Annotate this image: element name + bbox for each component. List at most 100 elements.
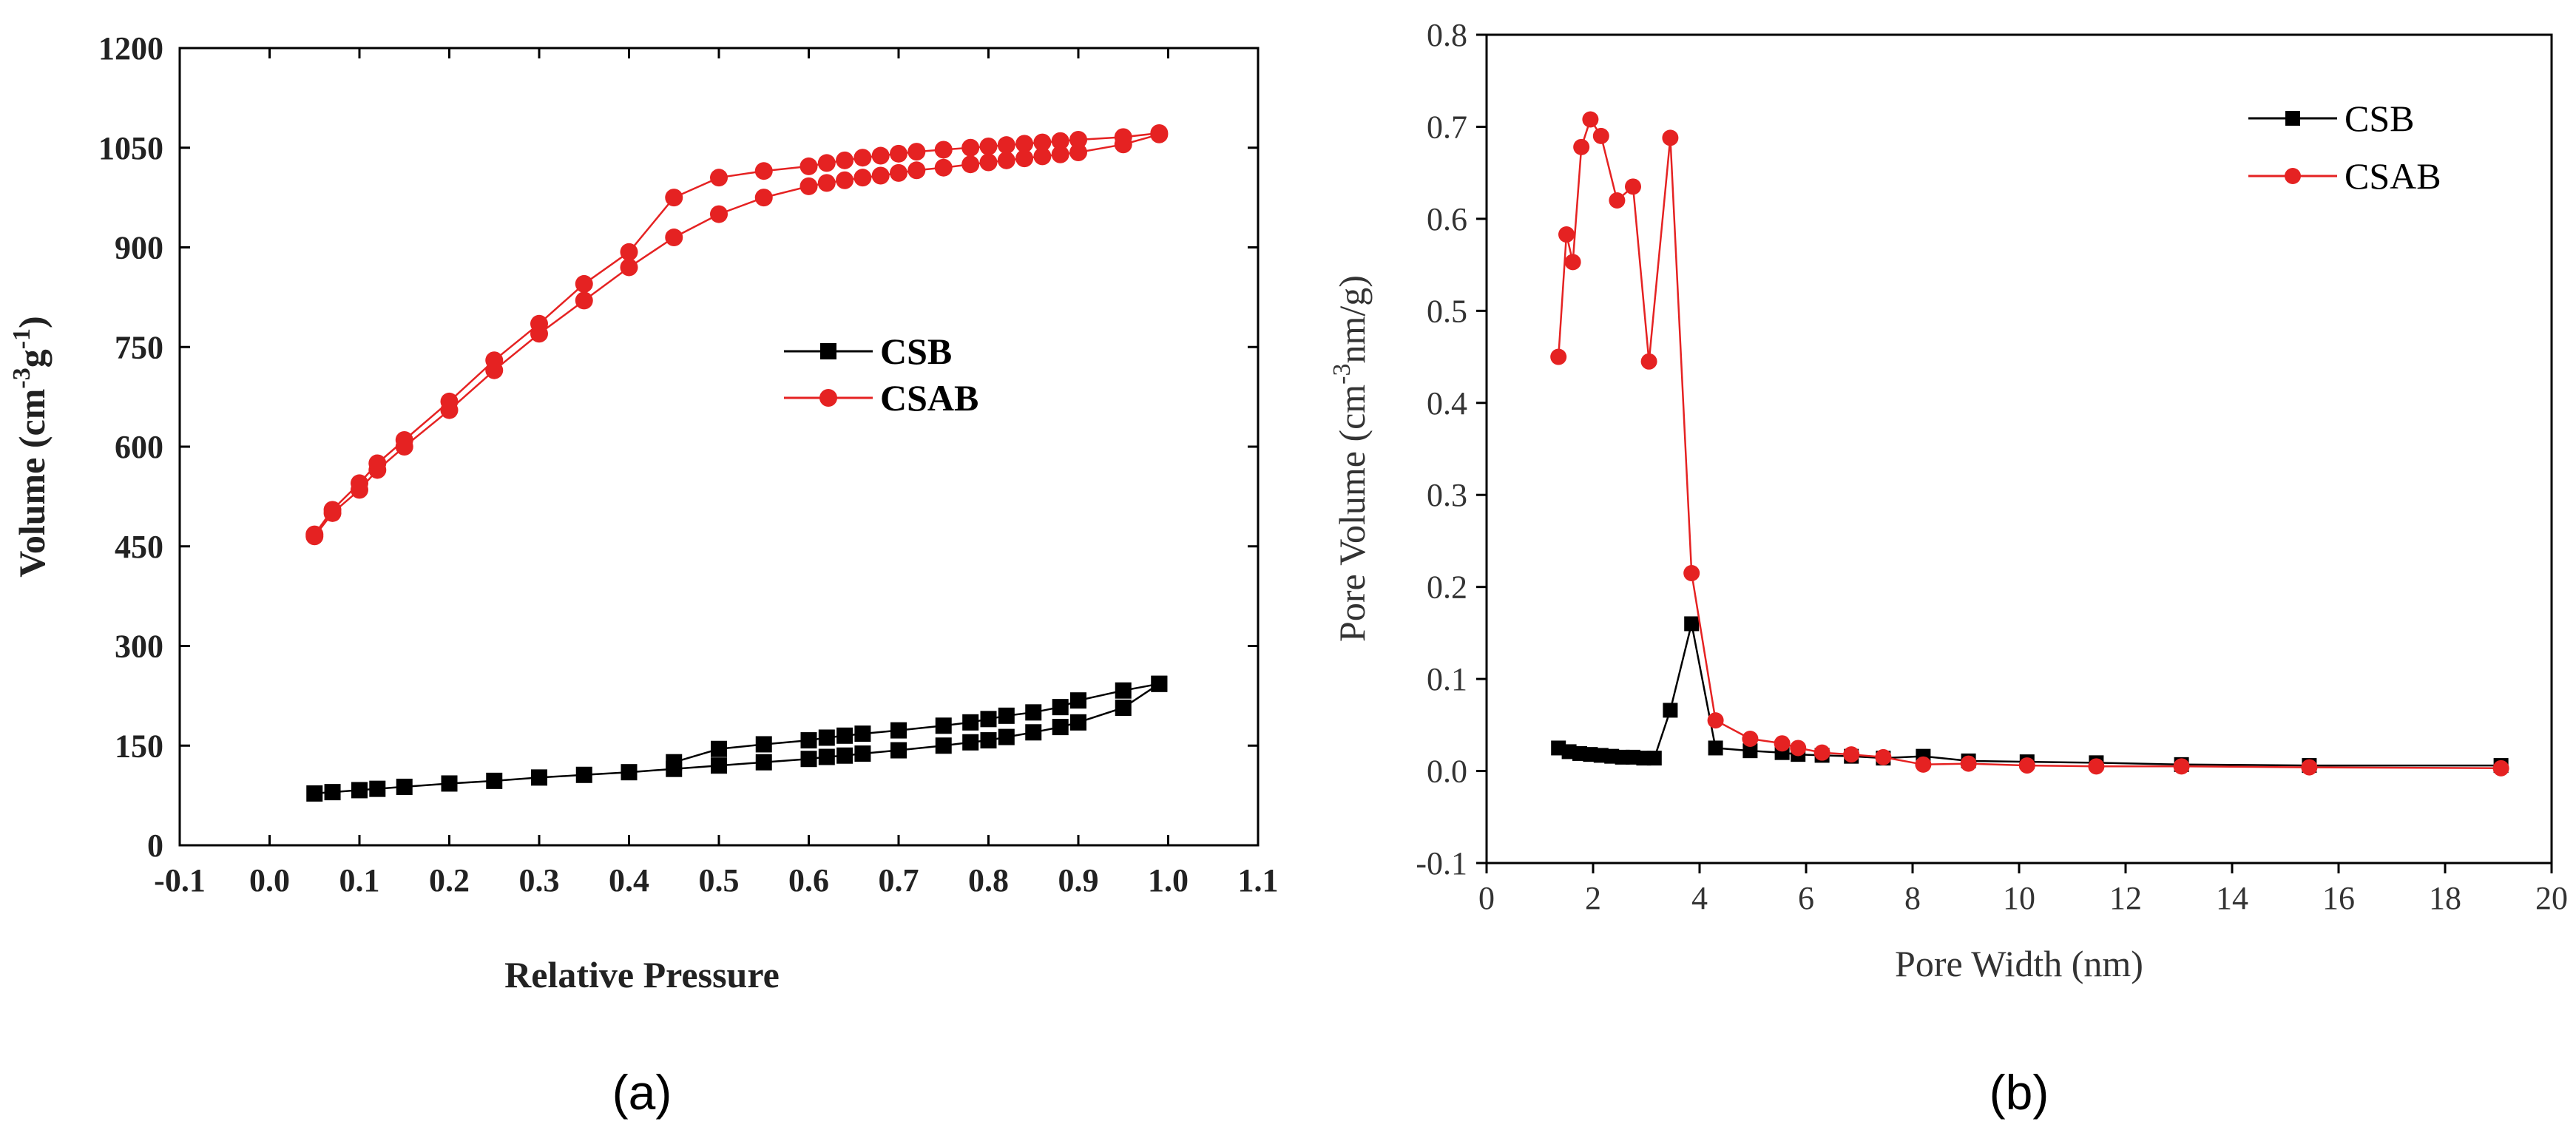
- y-tick-label: 0.4: [1427, 385, 1467, 422]
- data-point: [324, 784, 341, 801]
- data-point: [998, 707, 1015, 724]
- x-tick-label: 4: [1691, 880, 1708, 916]
- data-point: [1573, 138, 1590, 155]
- data-point: [1708, 740, 1723, 756]
- data-point: [998, 728, 1015, 745]
- data-point: [2018, 757, 2035, 774]
- data-point: [1051, 132, 1069, 150]
- data-point: [890, 742, 907, 759]
- data-point: [1015, 135, 1034, 153]
- data-point: [935, 737, 952, 754]
- data-point: [710, 205, 728, 223]
- data-point: [1915, 756, 1932, 773]
- x-tick-label: 0.3: [519, 862, 560, 899]
- data-point: [1640, 353, 1657, 370]
- data-point: [907, 143, 926, 161]
- data-point: [934, 141, 953, 159]
- y-tick-label: 0.1: [1427, 661, 1467, 697]
- data-point: [934, 158, 953, 177]
- x-tick-label: 6: [1798, 880, 1814, 916]
- data-point: [890, 722, 907, 739]
- data-point: [1150, 124, 1169, 142]
- axis-ticks: -0.1 0.0 0.1 0.2 0.3 0.4 0.5 0.6 0.7 0.8 0.9 1.0 1.1…: [98, 30, 1279, 899]
- legend-marker: [2285, 111, 2300, 126]
- data-point: [1960, 755, 1977, 772]
- legend-marker: [819, 389, 837, 407]
- data-point: [799, 177, 818, 195]
- data-point: [395, 431, 413, 450]
- data-point: [1813, 744, 1830, 761]
- data-point: [1742, 743, 1758, 759]
- data-point: [1115, 682, 1132, 699]
- y-tick-label: 600: [115, 429, 163, 465]
- data-point: [1070, 714, 1086, 731]
- data-point: [1015, 149, 1034, 168]
- data-point: [818, 748, 835, 765]
- panel-label-b: (b): [1990, 1065, 2049, 1120]
- x-axis-label: Pore Width (nm): [1895, 943, 2143, 984]
- data-point: [1790, 740, 1807, 757]
- data-point: [980, 732, 997, 749]
- x-tick-label: 2: [1585, 880, 1601, 916]
- data-point: [997, 151, 1015, 169]
- data-point: [485, 351, 504, 370]
- x-tick-label: 0.8: [968, 862, 1009, 899]
- data-point: [1550, 348, 1567, 365]
- data-point: [890, 144, 907, 163]
- legend-label: CSB: [880, 331, 952, 372]
- data-point: [755, 736, 772, 753]
- data-point: [2492, 759, 2509, 777]
- data-point: [710, 169, 728, 187]
- x-tick-label: -0.1: [154, 862, 206, 899]
- data-point: [2173, 758, 2190, 775]
- data-point: [1151, 675, 1168, 692]
- data-point: [306, 785, 323, 802]
- x-tick-label: 0: [1478, 880, 1495, 916]
- data-point: [961, 155, 980, 174]
- data-point: [1609, 192, 1626, 209]
- x-axis-label: Relative Pressure: [504, 954, 780, 995]
- data-point: [853, 169, 872, 187]
- data-point: [1843, 746, 1860, 763]
- data-point: [323, 501, 342, 519]
- data-point: [962, 714, 979, 731]
- x-tick-label: 0.0: [249, 862, 290, 899]
- panel-label-a: (a): [612, 1065, 672, 1120]
- chart-panel-a: -0.1 0.0 0.1 0.2 0.3 0.4 0.5 0.6 0.7 0.8 0.9 1.0 1.1…: [8, 30, 1279, 1120]
- data-point: [836, 171, 854, 189]
- x-tick-label: 0.5: [699, 862, 740, 899]
- data-point: [1774, 735, 1791, 752]
- data-point: [1875, 748, 1892, 765]
- data-point: [1069, 130, 1087, 149]
- legend-label: CSAB: [2345, 155, 2441, 197]
- data-point: [1662, 129, 1679, 146]
- data-point: [871, 166, 890, 185]
- x-tick-label: 1.0: [1148, 862, 1189, 899]
- data-point: [1069, 143, 1087, 162]
- data-point: [441, 775, 458, 792]
- data-point: [368, 454, 387, 473]
- x-tick-label: 14: [2216, 880, 2248, 916]
- data-point: [854, 725, 871, 742]
- data-point: [666, 754, 683, 771]
- data-point: [754, 162, 773, 180]
- y-axis-label: Volume (cm-3g-1): [8, 316, 53, 577]
- data-series-group: [1550, 111, 2509, 777]
- data-point: [836, 151, 854, 169]
- data-point: [1558, 226, 1575, 243]
- data-point: [1582, 111, 1599, 128]
- data-point: [620, 258, 638, 277]
- y-tick-label: 1050: [98, 130, 163, 166]
- data-point: [799, 157, 818, 175]
- data-point: [980, 711, 997, 728]
- data-point: [1033, 133, 1052, 152]
- y-tick-label: 0: [147, 828, 163, 864]
- data-point: [1564, 254, 1581, 271]
- data-point: [530, 314, 548, 333]
- data-point: [396, 778, 413, 795]
- x-tick-label: 1.1: [1238, 862, 1279, 899]
- x-tick-label: 18: [2429, 880, 2461, 916]
- data-point: [817, 174, 836, 192]
- data-point: [486, 772, 503, 789]
